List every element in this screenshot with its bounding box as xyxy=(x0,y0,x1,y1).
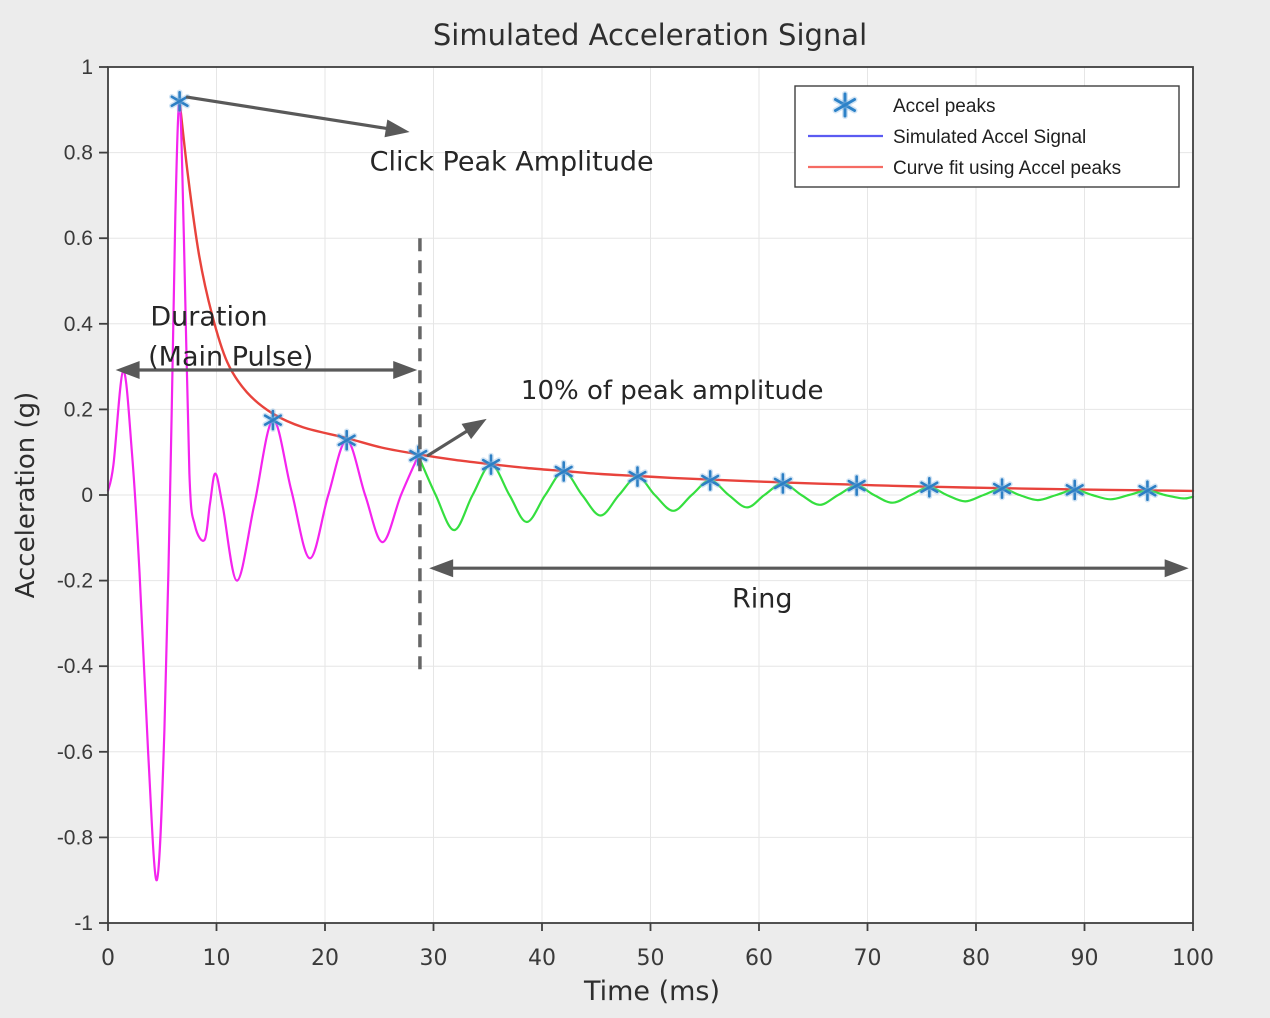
click-peak-arrow xyxy=(185,95,410,138)
accel-peak-marker xyxy=(699,468,721,493)
marker-spoke xyxy=(409,449,428,462)
y-tick-label: 0.8 xyxy=(64,142,93,165)
x-tick-label: 30 xyxy=(420,946,448,971)
marker-spoke xyxy=(481,458,501,471)
chart-title: Simulated Acceleration Signal xyxy=(433,18,867,52)
y-tick-label: 1 xyxy=(81,56,93,79)
marker-spoke xyxy=(1065,484,1084,496)
arrowhead xyxy=(115,361,140,380)
ten-percent-arrow xyxy=(426,418,487,458)
y-tick-label: 0.4 xyxy=(64,313,94,336)
y-tick-label: -0.8 xyxy=(57,826,93,849)
accel-peak-marker xyxy=(480,452,502,477)
x-tick-label: 80 xyxy=(962,946,990,971)
duration-arrow xyxy=(115,361,418,380)
accel-peak-marker xyxy=(626,464,649,489)
y-tick-label: -1 xyxy=(74,912,93,935)
x-tick-label: 10 xyxy=(203,946,231,971)
arrow-shaft xyxy=(185,95,395,132)
arrowhead xyxy=(384,119,410,138)
accel-peak-marker xyxy=(169,89,191,114)
marker-spoke xyxy=(833,98,857,112)
arrowhead xyxy=(429,559,454,578)
legend-label-accel-peaks: Accel peaks xyxy=(893,96,995,117)
legend-label-simulated-accel-signal: Simulated Accel Signal xyxy=(893,127,1086,148)
accel-peak-marker xyxy=(991,476,1013,501)
arrowhead xyxy=(461,418,487,440)
main-pulse-segment-line xyxy=(106,100,420,882)
marker-spoke xyxy=(628,470,647,483)
y-tick-label: 0 xyxy=(81,484,93,507)
accel-peak-marker xyxy=(832,91,858,119)
legend-label-curve-fit: Curve fit using Accel peaks xyxy=(893,158,1121,179)
ring-arrow xyxy=(429,559,1189,578)
x-tick-label: 70 xyxy=(854,946,882,971)
y-tick-label: -0.2 xyxy=(57,570,93,593)
marker-spoke xyxy=(263,414,283,426)
accel-peak-marker xyxy=(262,408,284,432)
x-tick-label: 20 xyxy=(311,946,339,971)
x-axis-label: Time (ms) xyxy=(583,976,720,1007)
axes-layer: 0 10 20 30 40 50 60 70 80 90 100-1-0.8-0.6-0.4-0.2… xyxy=(57,56,1214,971)
legend-entry-accel-peaks: Accel peaks xyxy=(832,91,995,119)
annotation-click-peak-amplitude: Click Peak Amplitude xyxy=(370,147,654,178)
arrow-shaft xyxy=(426,425,474,458)
x-tick-label: 60 xyxy=(745,946,773,971)
y-tick-label: 0.2 xyxy=(64,398,93,421)
marker-spoke xyxy=(992,482,1012,495)
marker-spoke xyxy=(847,479,866,492)
accel-peak-marker xyxy=(1064,478,1086,502)
arrowhead xyxy=(1164,559,1189,578)
marker-spoke xyxy=(337,434,356,447)
annotation-ten-percent-of-peak: 10% of peak amplitude xyxy=(521,376,824,406)
accel-peak-marker xyxy=(336,428,358,453)
x-tick-label: 0 xyxy=(101,946,115,971)
marker-spoke xyxy=(170,95,189,108)
legend-entry-simulated-accel-signal: Simulated Accel Signal xyxy=(808,127,1086,148)
legend: Accel peaks Simulated Accel Signal Curve… xyxy=(794,85,1180,188)
y-tick-label: 0.6 xyxy=(64,227,93,250)
curve-fit-line xyxy=(178,100,1195,493)
x-tick-label: 100 xyxy=(1172,946,1214,971)
accel-peak-marker xyxy=(1136,478,1159,503)
marker-spoke xyxy=(920,481,939,494)
accel-peak-marker xyxy=(772,471,794,496)
x-tick-label: 40 xyxy=(528,946,556,971)
annotation-duration-line1: Duration xyxy=(150,301,267,332)
y-axis-label: Acceleration (g) xyxy=(11,392,41,599)
marker-spoke xyxy=(773,477,792,490)
accel-peak-marker xyxy=(553,459,575,484)
legend-entry-curve-fit: Curve fit using Accel peaks xyxy=(808,158,1121,179)
marker-spoke xyxy=(1138,484,1157,497)
accel-peak-marker xyxy=(918,475,940,500)
asterisk-icon xyxy=(832,91,858,119)
y-tick-label: -0.4 xyxy=(57,655,94,678)
x-tick-label: 90 xyxy=(1071,946,1099,971)
annotation-duration-line2: (Main Pulse) xyxy=(148,342,313,373)
annotation-layer xyxy=(115,95,1189,673)
marker-spoke xyxy=(701,474,720,487)
y-tick-label: -0.6 xyxy=(57,741,93,764)
arrowhead xyxy=(393,361,418,380)
x-tick-label: 50 xyxy=(637,946,665,971)
accel-peak-marker xyxy=(846,473,868,498)
marker-spoke xyxy=(554,465,573,478)
annotation-ring: Ring xyxy=(732,584,793,615)
